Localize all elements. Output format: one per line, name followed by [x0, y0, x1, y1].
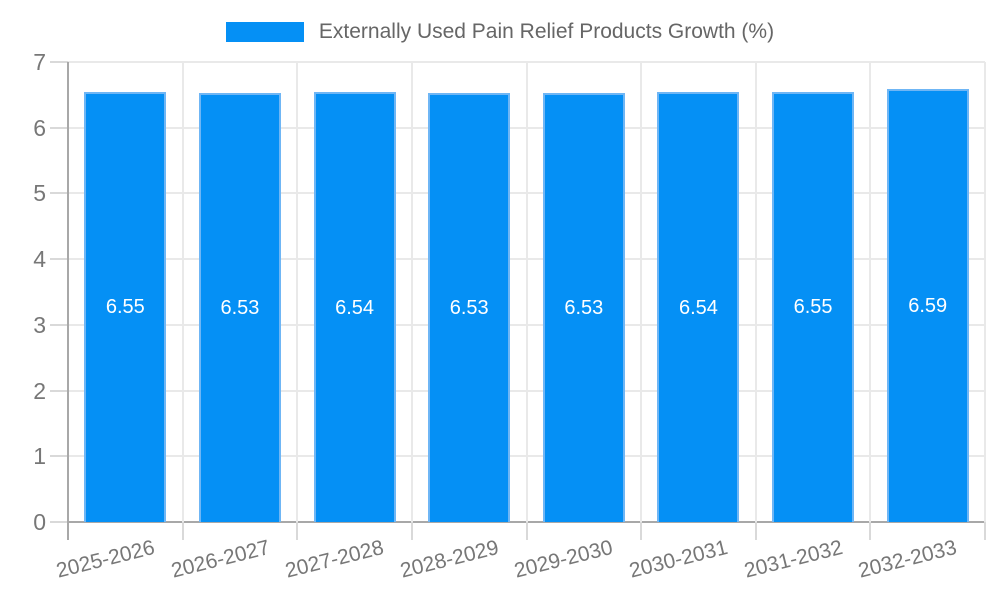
gridline-vertical: [181, 62, 184, 522]
bar-value-label: 6.54: [335, 296, 375, 319]
gridline-vertical: [525, 62, 528, 522]
y-tick-mark: [50, 455, 68, 458]
y-axis-label: 7: [33, 49, 46, 75]
y-axis-label: 6: [33, 114, 46, 141]
x-axis-label: 2031-2032: [741, 536, 845, 583]
gridline-vertical: [640, 62, 643, 522]
gridline-vertical: [754, 62, 757, 522]
y-tick-mark: [50, 192, 68, 195]
bar-value-label: 6.55: [105, 296, 145, 319]
bar: 6.54: [313, 92, 396, 522]
x-tick-mark: [754, 522, 757, 540]
x-axis-label: 2025-2026: [53, 536, 157, 583]
y-tick-mark: [50, 61, 68, 63]
bar: 6.55: [84, 91, 167, 522]
x-axis-label: 2027-2028: [283, 536, 387, 583]
bar: 6.53: [428, 92, 511, 522]
x-axis-label: 2028-2029: [397, 536, 501, 583]
x-tick-mark: [984, 522, 986, 540]
y-tick-mark: [50, 521, 68, 523]
x-tick-mark: [181, 522, 184, 540]
bar-value-label: 6.59: [908, 294, 948, 317]
y-axis-label: 5: [33, 180, 46, 207]
y-axis-label: 4: [33, 246, 46, 273]
y-axis-label: 0: [33, 509, 46, 535]
y-axis-line: [67, 62, 69, 522]
x-axis-label: 2026-2027: [168, 536, 272, 583]
x-axis-label: 2030-2031: [626, 536, 731, 583]
gridline-vertical: [296, 62, 299, 522]
bar-value-label: 6.54: [678, 296, 718, 319]
y-axis-label: 3: [33, 311, 46, 338]
x-tick-mark: [410, 522, 413, 540]
y-tick-mark: [50, 258, 68, 261]
y-tick-mark: [50, 389, 68, 392]
legend[interactable]: Externally Used Pain Relief Products Gro…: [0, 16, 1000, 48]
x-tick-mark: [640, 522, 643, 540]
bar: 6.59: [886, 88, 969, 522]
y-axis-label: 1: [33, 443, 46, 470]
legend-swatch-icon: [225, 22, 304, 42]
bar: 6.54: [657, 92, 740, 522]
gridline-vertical: [869, 62, 872, 522]
x-axis-label: 2029-2030: [512, 536, 616, 583]
bar-value-label: 6.53: [564, 296, 604, 319]
x-tick-mark: [869, 522, 872, 540]
x-axis-label: 2032-2033: [856, 536, 960, 583]
y-tick-mark: [50, 323, 68, 326]
y-axis-label: 2: [33, 377, 46, 404]
bar-value-label: 6.53: [449, 296, 489, 319]
bar: 6.55: [772, 91, 855, 522]
x-tick-mark: [67, 522, 69, 540]
bar-value-label: 6.53: [220, 296, 260, 319]
gridline-vertical: [984, 62, 986, 522]
x-tick-mark: [525, 522, 528, 540]
y-tick-mark: [50, 126, 68, 129]
bar-value-label: 6.55: [793, 296, 833, 319]
x-tick-mark: [296, 522, 299, 540]
bar: 6.53: [198, 92, 281, 522]
gridline-vertical: [410, 62, 413, 522]
bar: 6.53: [542, 92, 625, 522]
legend-label: Externally Used Pain Relief Products Gro…: [318, 20, 775, 43]
